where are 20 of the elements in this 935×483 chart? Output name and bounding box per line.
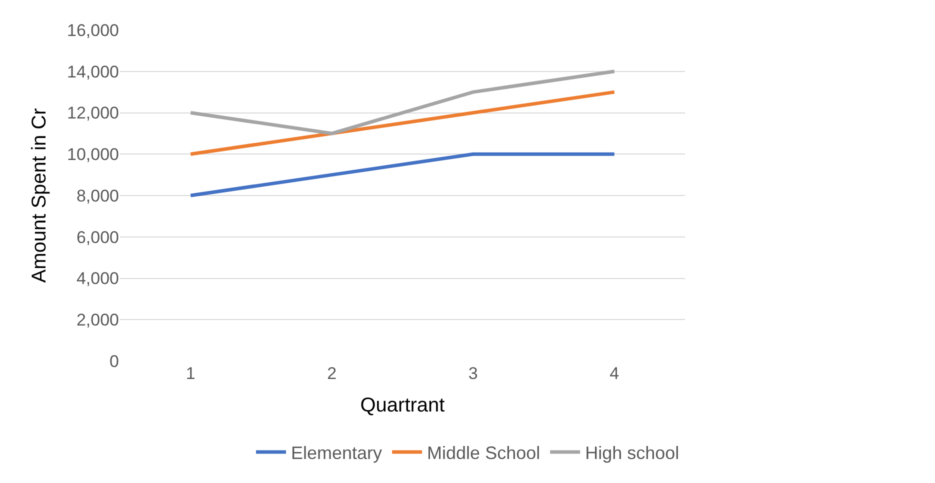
y-tick-label: 16,000 <box>67 20 119 40</box>
line-series <box>188 90 616 156</box>
legend-label: Elementary <box>291 443 382 464</box>
x-tick-label: 1 <box>186 364 196 383</box>
x-axis-title: Quartrant <box>360 394 446 416</box>
legend-label: Middle School <box>427 443 540 464</box>
y-tick-label: 10,000 <box>67 145 119 164</box>
y-tick-label: 2,000 <box>76 310 119 330</box>
line-series <box>188 70 616 136</box>
y-tick-label: 14,000 <box>67 62 119 82</box>
y-tick-label: 12,000 <box>67 104 119 123</box>
y-tick-label: 0 <box>110 352 119 371</box>
x-tick-label: 2 <box>327 364 337 383</box>
y-tick-label: 6,000 <box>76 228 119 247</box>
x-tick-label: 4 <box>610 364 620 383</box>
y-axis-title: Amount Spent in Cr <box>28 108 50 283</box>
legend-label: High school <box>585 443 680 464</box>
y-tick-label: 4,000 <box>76 269 119 288</box>
y-tick-label: 8,000 <box>76 186 119 206</box>
x-tick-label: 3 <box>468 364 478 383</box>
